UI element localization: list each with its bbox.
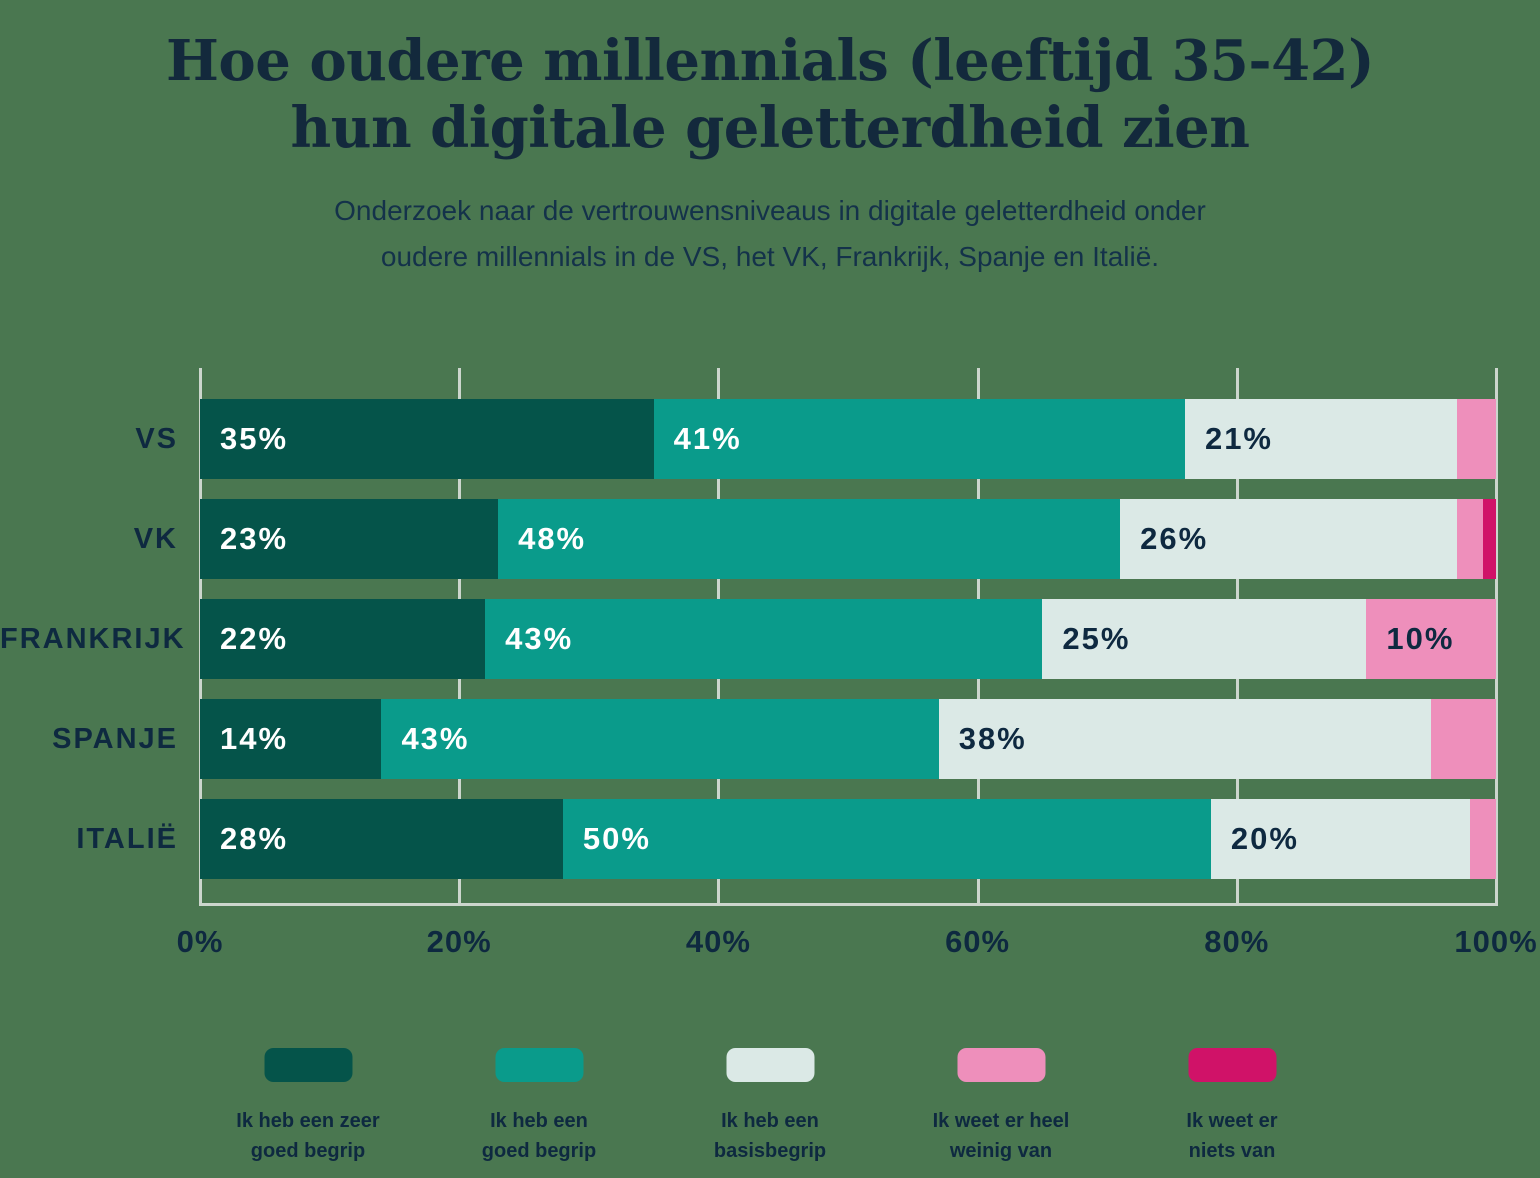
bar-segment-ik-heb-een-zeer-goed-begrip-frankrijk: 22% [200,599,486,679]
segment-value-label: 41% [673,421,742,456]
bar-segment-ik-heb-een-basisbegrip-spanje: 38% [938,699,1432,779]
bar-row-italie: 28% 50% 20% [200,799,1496,879]
category-label-italie: ITALIË [76,823,178,855]
segment-value-label: 22% [220,621,289,656]
category-label-vs: VS [135,423,178,455]
legend: Ik heb een zeer goed begrip Ik heb een go… [193,1048,1348,1166]
bar-segment-ik-heb-een-basisbegrip-vk: 26% [1120,499,1458,579]
segment-value-label: 26% [1140,521,1209,556]
legend-swatch-5 [1188,1048,1276,1082]
x-axis-tick-label: 80% [1204,924,1270,959]
bar-segment-ik-heb-een-basisbegrip-vs: 21% [1184,399,1458,479]
segment-value-label: 43% [505,621,574,656]
segment-value-label: 25% [1062,621,1131,656]
bar-segment-ik-heb-een-goed-begrip-spanje: 43% [381,699,939,779]
x-axis-tick-label: 100% [1454,924,1538,959]
legend-item-2: Ik heb een goed begrip [424,1048,655,1166]
category-label-vk: VK [133,523,178,555]
legend-item-5: Ik weet er niets van [1117,1048,1348,1166]
chart-title: Hoe oudere millennials (leeftijd 35-42) … [165,28,1375,162]
bar-segment-ik-weet-er-heel-weinig-van-spanje [1431,699,1496,779]
legend-swatch-1 [264,1048,352,1082]
segment-value-label: 38% [958,721,1027,756]
legend-label-5: Ik weet er niets van [1186,1110,1278,1162]
segment-value-label: 21% [1204,421,1273,456]
bar-row-spanje: 14% 43% 38% [200,699,1496,779]
segment-value-label: 35% [220,421,289,456]
x-axis-tick-label: 60% [945,924,1011,959]
bar-segment-ik-heb-een-basisbegrip-italie: 20% [1210,799,1471,879]
bar-segment-ik-heb-een-zeer-goed-begrip-spanje: 14% [200,699,382,779]
segment-value-label: 10% [1386,621,1455,656]
legend-label-3: Ik heb een basisbegrip [713,1110,827,1162]
x-axis-line [200,903,1498,906]
bar-segment-ik-heb-een-goed-begrip-frankrijk: 43% [485,599,1043,679]
bar-segment-ik-heb-een-basisbegrip-frankrijk: 25% [1042,599,1367,679]
legend-swatch-4 [957,1048,1045,1082]
segment-value-label: 28% [220,821,289,856]
gridline [1495,368,1498,906]
legend-label-4: Ik weet er heel weinig van [932,1110,1070,1162]
bar-segment-ik-heb-een-goed-begrip-vs: 41% [653,399,1185,479]
segment-value-label: 20% [1230,821,1299,856]
bar-segment-ik-heb-een-goed-begrip-vk: 48% [498,499,1121,579]
segment-value-label: 50% [582,821,651,856]
bar-segment-ik-heb-een-zeer-goed-begrip-vs: 35% [200,399,654,479]
bar-segment-ik-weet-er-heel-weinig-van-frankrijk: 10% [1366,599,1496,679]
bar-segment-ik-heb-een-zeer-goed-begrip-italie: 28% [200,799,563,879]
legend-swatch-2 [495,1048,583,1082]
bar-segment-ik-weet-er-heel-weinig-van-vs [1457,399,1496,479]
bar-segment-ik-weet-er-heel-weinig-van-vk [1457,499,1484,579]
bar-segment-ik-weet-er-niets-van-vk [1483,499,1496,579]
legend-label-1: Ik heb een zeer goed begrip [236,1110,380,1162]
bar-row-vs: 35% 41% 21% [200,399,1496,479]
legend-label-2: Ik heb een goed begrip [481,1110,597,1162]
x-axis-tick-label: 0% [176,924,224,959]
segment-value-label: 14% [220,721,289,756]
bar-row-frankrijk: 22% 43% 25% 10% [200,599,1496,679]
bar-segment-ik-heb-een-goed-begrip-italie: 50% [562,799,1211,879]
legend-item-4: Ik weet er heel weinig van [886,1048,1117,1166]
chart-subtitle: Onderzoek naar de vertrouwensniveaus in … [334,195,1206,272]
segment-value-label: 48% [518,521,587,556]
segment-value-label: 43% [401,721,470,756]
category-label-spanje: SPANJE [52,723,178,755]
legend-swatch-3 [726,1048,814,1082]
x-axis-tick-label: 40% [685,924,751,959]
bar-segment-ik-weet-er-heel-weinig-van-italie [1470,799,1496,879]
legend-item-1: Ik heb een zeer goed begrip [193,1048,424,1166]
category-label-frankrijk: FRANKRIJK [0,623,186,655]
x-axis: 0% 20% 40% 60% 80% 100% [177,924,1537,968]
legend-item-3: Ik heb een basisbegrip [655,1048,886,1166]
bar-row-vk: 23% 48% 26% [200,499,1496,579]
bar-segment-ik-heb-een-zeer-goed-begrip-vk: 23% [200,499,499,579]
x-axis-tick-label: 20% [426,924,492,959]
segment-value-label: 23% [220,521,289,556]
plot-area: 35% 41% 21% 23% 48% 26% 22% 43% 25% 10% 14% 43% 38% 2… [199,368,1498,906]
